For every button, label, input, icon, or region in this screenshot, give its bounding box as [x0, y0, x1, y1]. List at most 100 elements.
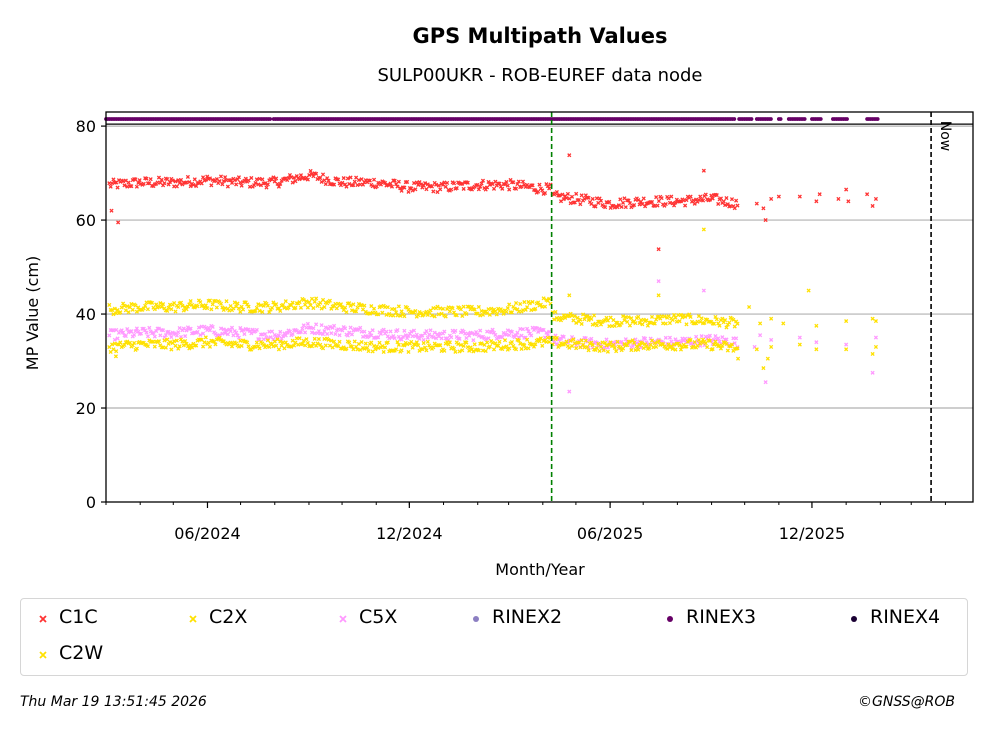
- rinex-dot-rinex3: [818, 117, 823, 121]
- point-c2w-outlier: [735, 356, 741, 361]
- point-c1c: [663, 202, 668, 207]
- point-c2w: [440, 306, 446, 311]
- point-c2w: [458, 342, 463, 347]
- point-c1c: [641, 196, 646, 201]
- point-c2x: [552, 317, 557, 322]
- point-c1c: [421, 183, 426, 188]
- point-c2x: [844, 319, 849, 324]
- point-c2w: [870, 351, 875, 357]
- point-c1c: [465, 180, 470, 185]
- point-c5x: [196, 325, 201, 330]
- point-c1c: [359, 177, 364, 182]
- point-c2x: [711, 321, 717, 326]
- point-c5x: [132, 332, 137, 337]
- point-c5x: [604, 337, 609, 342]
- point-c2w: [797, 342, 802, 347]
- point-c2w: [362, 303, 367, 308]
- point-c5x: [229, 325, 235, 330]
- point-c2w: [359, 302, 364, 307]
- point-c2w: [308, 303, 313, 308]
- point-c1c: [228, 178, 233, 183]
- point-c1c: [578, 202, 583, 207]
- point-c1c-outlier: [109, 208, 114, 213]
- point-c1c: [723, 203, 728, 208]
- point-c5x-outlier: [567, 389, 572, 394]
- point-c5x: [814, 340, 819, 345]
- point-c5x: [442, 329, 447, 334]
- point-c5x: [134, 326, 139, 331]
- point-c5x: [633, 337, 638, 342]
- point-c5x: [717, 339, 722, 344]
- point-c2w: [351, 302, 356, 307]
- point-c2w: [307, 300, 312, 305]
- point-c1c: [814, 199, 819, 204]
- point-c1c: [348, 175, 353, 180]
- point-c1c: [734, 198, 739, 203]
- point-c5x: [343, 326, 348, 331]
- point-c2w: [198, 300, 203, 305]
- point-c2w: [625, 342, 630, 348]
- point-c1c: [278, 181, 283, 186]
- point-c2w: [110, 342, 115, 347]
- point-c5x: [509, 329, 514, 334]
- point-c5x: [107, 333, 112, 338]
- point-c2w: [240, 307, 246, 312]
- point-c5x: [392, 336, 397, 341]
- point-c5x: [223, 331, 228, 336]
- point-c2w: [665, 346, 670, 351]
- point-c2x: [574, 320, 579, 325]
- point-c1c: [511, 180, 516, 185]
- point-c1c: [396, 179, 401, 184]
- point-c1c: [623, 205, 628, 210]
- point-c5x: [210, 324, 215, 329]
- point-c2x-outlier: [567, 293, 572, 298]
- point-c2w: [297, 336, 302, 341]
- point-c2w: [118, 310, 123, 315]
- point-c5x: [348, 325, 353, 330]
- point-c1c: [505, 183, 510, 188]
- point-c1c: [185, 174, 190, 179]
- point-c2x: [698, 319, 703, 324]
- point-c5x: [188, 326, 193, 331]
- point-c2w: [461, 304, 466, 309]
- y-tick-label: 60: [76, 211, 96, 230]
- point-c2w: [246, 304, 251, 309]
- point-c2w: [439, 311, 444, 316]
- point-c1c: [442, 180, 447, 185]
- point-c2w: [420, 347, 425, 352]
- point-c1c-outlier: [567, 153, 572, 158]
- point-c2w: [267, 310, 272, 315]
- point-c1c: [126, 180, 131, 185]
- point-c1c: [331, 182, 337, 187]
- point-c1c: [144, 176, 149, 181]
- point-c5x: [476, 333, 481, 338]
- point-c1c: [121, 179, 126, 184]
- point-c1c: [597, 196, 602, 201]
- point-c2w: [523, 307, 528, 312]
- point-c2w: [542, 304, 548, 309]
- point-c1c: [110, 181, 115, 186]
- point-c2w: [149, 300, 155, 305]
- point-c2w: [309, 344, 315, 349]
- point-c2x: [604, 315, 609, 320]
- point-c2w: [494, 312, 499, 317]
- point-c1c: [627, 201, 633, 206]
- point-c2w: [447, 340, 452, 345]
- point-c2x: [714, 317, 719, 322]
- point-c1c: [865, 192, 870, 197]
- point-c5x: [234, 330, 239, 335]
- point-c1c: [429, 184, 435, 189]
- point-c2x: [594, 323, 599, 328]
- point-c1c: [438, 187, 443, 192]
- point-c1c: [187, 180, 192, 185]
- point-c1c: [673, 200, 678, 205]
- point-c2w: [118, 340, 123, 345]
- point-c2x: [612, 323, 617, 329]
- point-c2x: [619, 320, 624, 325]
- point-c2w: [347, 301, 352, 306]
- point-c2w: [735, 346, 740, 351]
- point-c1c: [111, 177, 116, 182]
- point-c2w: [188, 298, 193, 304]
- point-c5x: [320, 332, 326, 337]
- point-c1c: [659, 196, 664, 201]
